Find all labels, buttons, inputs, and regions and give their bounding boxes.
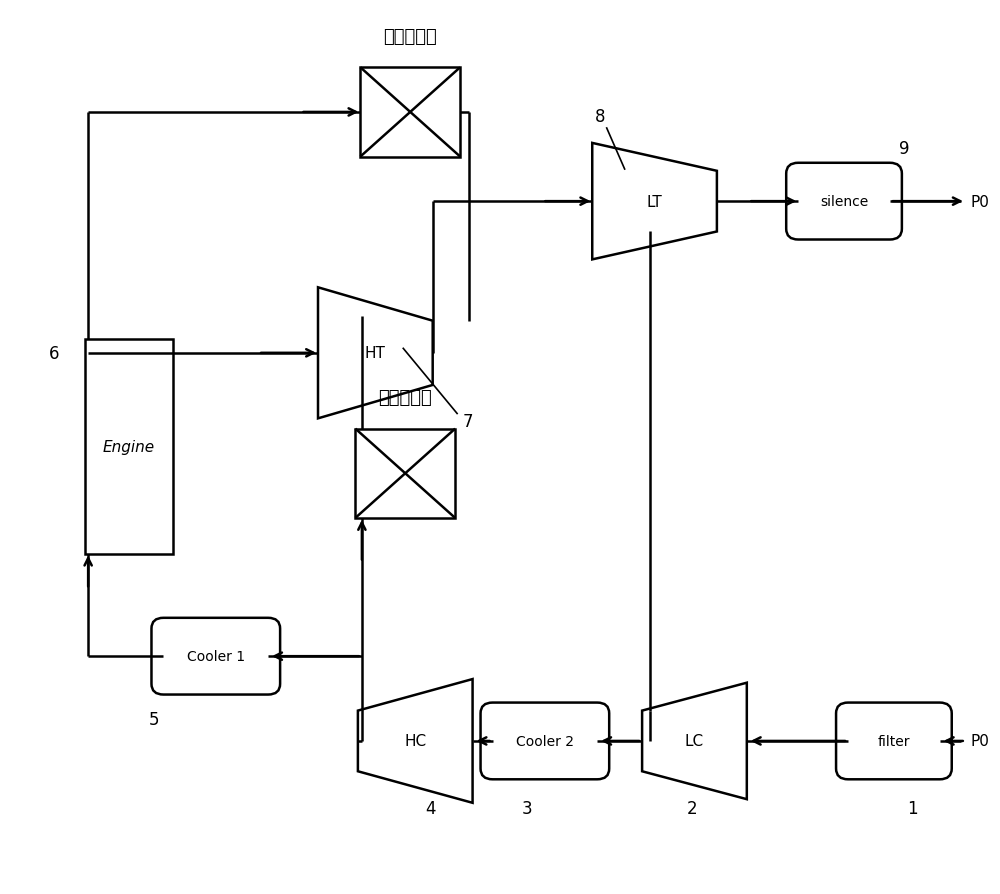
- Text: 9: 9: [899, 139, 909, 157]
- Text: 2: 2: [686, 799, 697, 817]
- Text: 1: 1: [907, 799, 917, 817]
- Polygon shape: [358, 679, 473, 803]
- FancyBboxPatch shape: [836, 703, 952, 780]
- Text: HC: HC: [404, 734, 426, 748]
- Text: silence: silence: [820, 195, 868, 209]
- Text: 6: 6: [49, 344, 60, 362]
- Text: HT: HT: [365, 346, 386, 361]
- Text: LT: LT: [647, 194, 662, 209]
- Text: 空气旁通阀: 空气旁通阀: [378, 389, 432, 407]
- Text: Cooler 1: Cooler 1: [187, 649, 245, 663]
- Text: Engine: Engine: [103, 440, 155, 454]
- Text: 4: 4: [425, 799, 436, 817]
- Polygon shape: [360, 68, 460, 157]
- Text: 8: 8: [595, 107, 605, 126]
- Bar: [85, 340, 173, 554]
- Text: 7: 7: [463, 412, 474, 431]
- Text: Cooler 2: Cooler 2: [516, 734, 574, 748]
- Text: P0: P0: [971, 194, 990, 209]
- Text: 5: 5: [149, 710, 159, 728]
- FancyBboxPatch shape: [481, 703, 609, 780]
- Text: filter: filter: [878, 734, 910, 748]
- FancyBboxPatch shape: [151, 618, 280, 695]
- Polygon shape: [318, 288, 433, 419]
- Text: 3: 3: [522, 799, 533, 817]
- Text: LC: LC: [685, 734, 704, 748]
- Polygon shape: [592, 144, 717, 260]
- Text: 废气旁通阀: 废气旁通阀: [383, 28, 437, 46]
- Polygon shape: [355, 429, 455, 519]
- Polygon shape: [642, 683, 747, 799]
- FancyBboxPatch shape: [786, 164, 902, 240]
- Text: P0: P0: [971, 734, 990, 748]
